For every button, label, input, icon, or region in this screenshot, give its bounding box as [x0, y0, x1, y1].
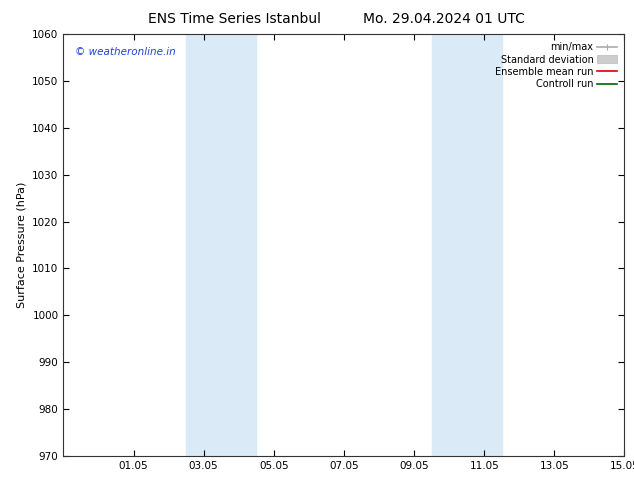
Text: Mo. 29.04.2024 01 UTC: Mo. 29.04.2024 01 UTC: [363, 12, 525, 26]
Bar: [186, 34, 256, 456]
Text: ENS Time Series Istanbul: ENS Time Series Istanbul: [148, 12, 321, 26]
Legend: min/max, Standard deviation, Ensemble mean run, Controll run: min/max, Standard deviation, Ensemble me…: [492, 39, 619, 92]
Y-axis label: Surface Pressure (hPa): Surface Pressure (hPa): [16, 182, 27, 308]
Bar: [432, 34, 501, 456]
Text: © weatheronline.in: © weatheronline.in: [75, 47, 176, 57]
